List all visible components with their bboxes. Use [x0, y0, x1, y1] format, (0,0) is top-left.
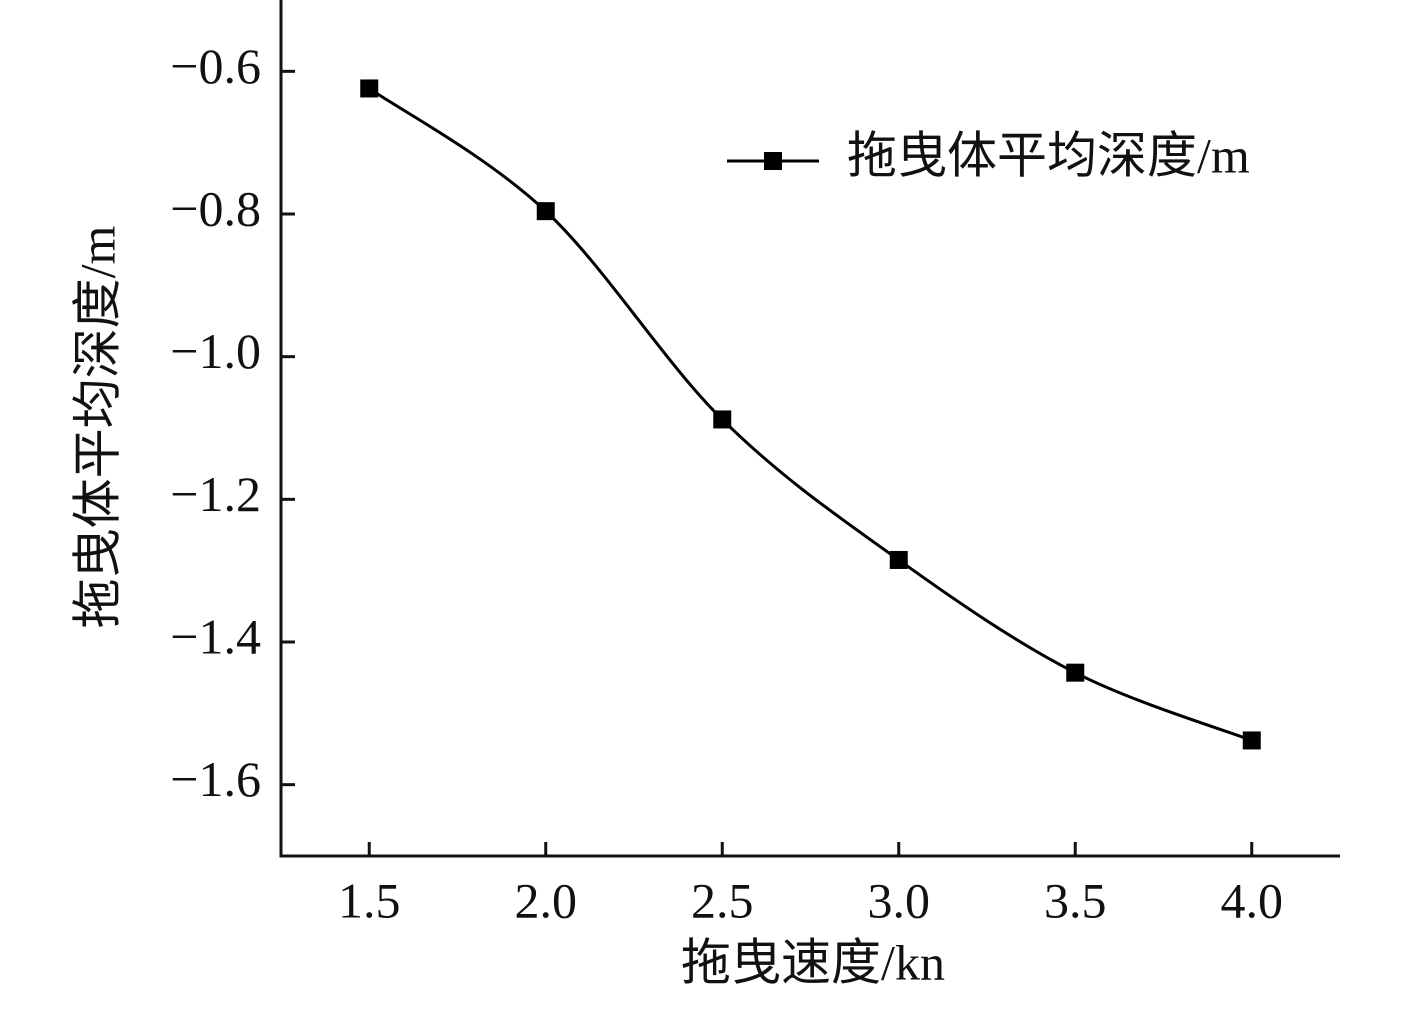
marker — [536, 202, 555, 221]
legend-label: 拖曳体平均深度/m — [847, 127, 1250, 183]
x-tick-label: 1.5 — [338, 872, 401, 928]
legend-marker — [764, 152, 782, 170]
x-tick-label: 3.5 — [1044, 872, 1107, 928]
x-axis-label: 拖曳速度/kn — [681, 934, 945, 990]
marker — [889, 550, 908, 569]
x-tick-label: 4.0 — [1221, 872, 1284, 928]
marker — [1066, 663, 1085, 682]
marker — [360, 79, 379, 98]
y-tick-label: −0.6 — [170, 38, 261, 94]
y-tick-label: −0.8 — [170, 180, 261, 236]
y-tick-label: −1.2 — [170, 466, 261, 522]
x-tick-label: 3.0 — [868, 872, 931, 928]
x-tick-label: 2.0 — [515, 872, 578, 928]
x-tick-label: 2.5 — [691, 872, 754, 928]
marker — [713, 410, 732, 429]
y-tick-label: −1.4 — [170, 608, 261, 664]
series-line — [368, 87, 1253, 742]
y-tick-label: −1.6 — [170, 751, 261, 807]
y-axis-label: 拖曳体平均深度/m — [69, 226, 125, 629]
marker — [1242, 731, 1261, 750]
y-tick-label: −1.0 — [170, 323, 261, 379]
